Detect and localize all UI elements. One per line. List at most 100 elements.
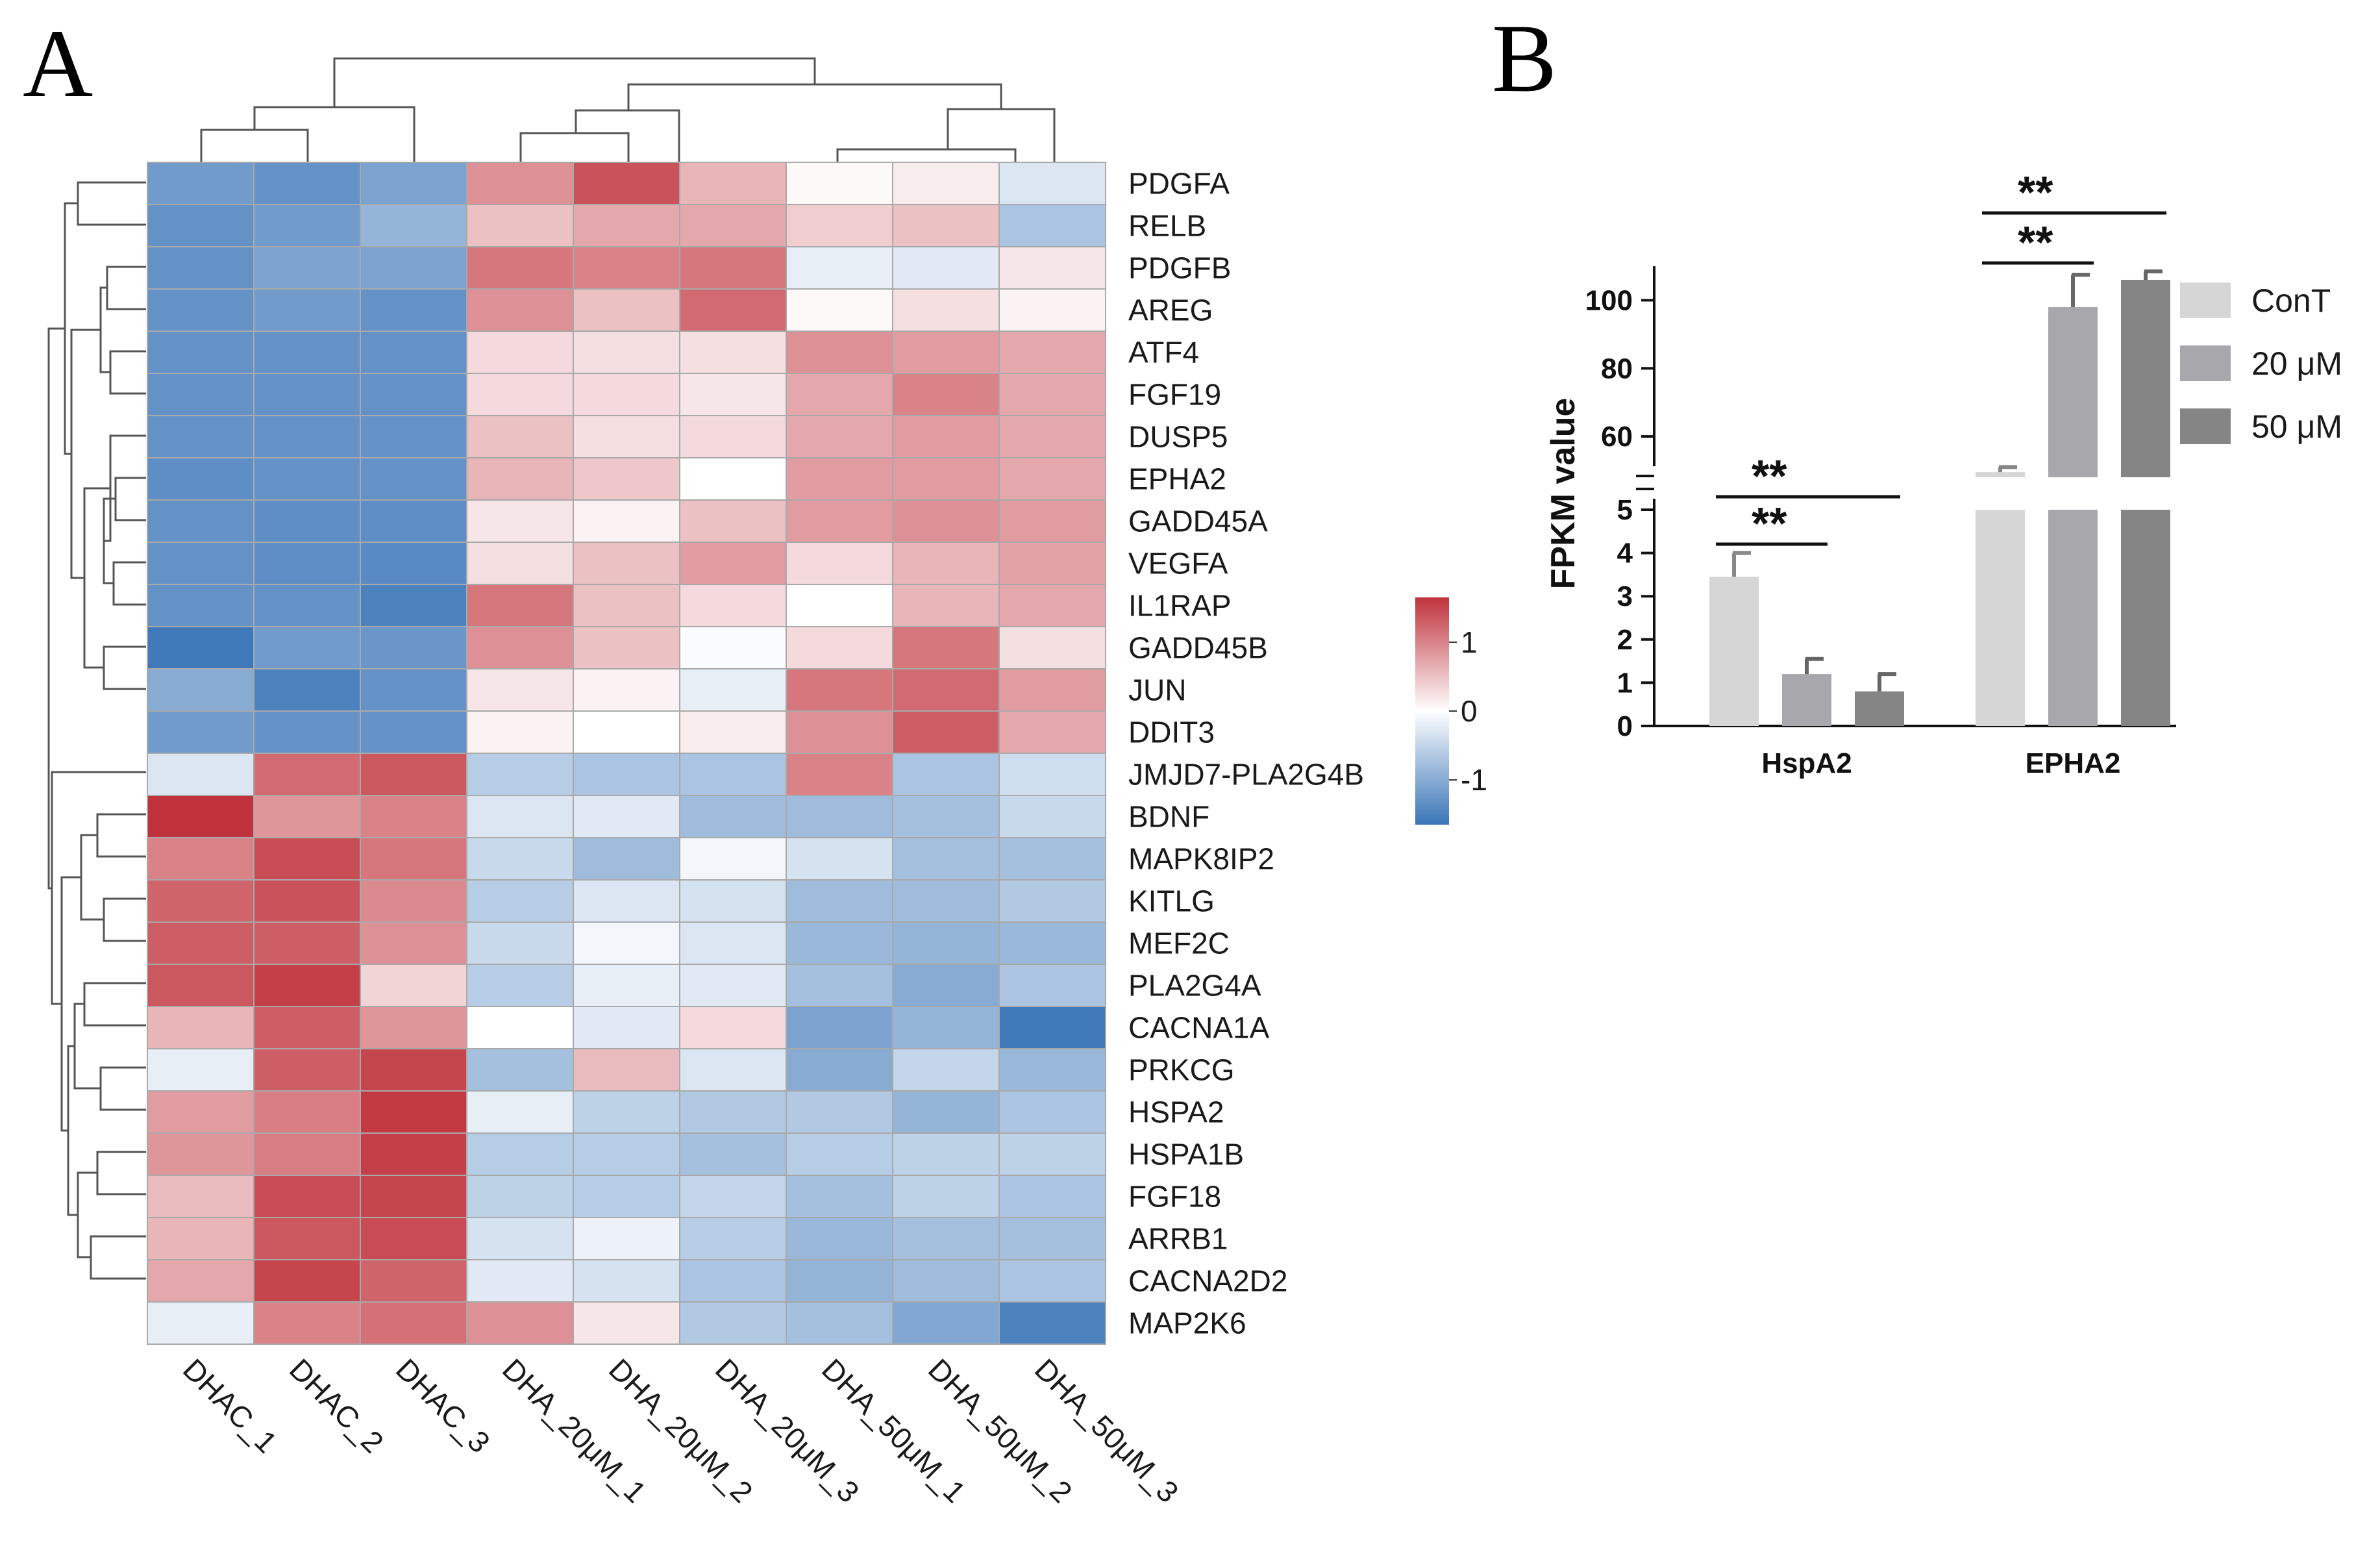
heatmap-cell bbox=[466, 1259, 574, 1303]
heatmap-cell bbox=[360, 1259, 467, 1303]
heatmap-cell bbox=[573, 1301, 680, 1345]
y-tick-label: 60 bbox=[1601, 421, 1633, 453]
heatmap-cell bbox=[466, 1217, 574, 1260]
legend-swatch bbox=[2180, 345, 2231, 381]
heatmap-cell bbox=[253, 837, 361, 881]
heatmap-cell bbox=[892, 415, 1000, 458]
heatmap-cell bbox=[573, 626, 680, 669]
heatmap-cell bbox=[786, 415, 893, 458]
heatmap-cell bbox=[360, 162, 467, 205]
heatmap-cell bbox=[998, 246, 1106, 290]
heatmap-cell bbox=[892, 710, 1000, 754]
heatmap-cell bbox=[786, 331, 893, 374]
heatmap-cell bbox=[253, 710, 361, 754]
col-dendro-branch bbox=[836, 148, 1017, 164]
heatmap-cell bbox=[253, 373, 361, 416]
gene-label: DDIT3 bbox=[1128, 716, 1215, 749]
heatmap-cell bbox=[360, 1006, 467, 1049]
heatmap-cell bbox=[892, 542, 1000, 585]
heatmap-cell bbox=[147, 837, 254, 881]
heatmap-cell bbox=[466, 373, 574, 416]
row-dendro-branch bbox=[114, 477, 146, 521]
heatmap-cell bbox=[573, 1048, 680, 1092]
heatmap-cell bbox=[998, 331, 1106, 374]
heatmap-cell bbox=[892, 1259, 1000, 1303]
row-dendrogram bbox=[47, 181, 146, 1280]
heatmap-cell bbox=[573, 584, 680, 627]
heatmap-cell bbox=[786, 1217, 893, 1260]
heatmap-cell bbox=[892, 753, 1000, 796]
heatmap-cell bbox=[360, 1301, 467, 1345]
row-dendro-branch bbox=[90, 1235, 146, 1280]
heatmap-cell bbox=[573, 795, 680, 838]
heatmap-cell bbox=[679, 1175, 787, 1218]
category-label: HspA2 bbox=[1761, 747, 1852, 779]
heatmap-cell bbox=[360, 288, 467, 332]
heatmap-cell bbox=[253, 1259, 361, 1303]
heatmap-cell bbox=[679, 499, 787, 543]
heatmap-cell bbox=[253, 879, 361, 923]
gene-labels: PDGFA RELB PDGFB AREG ATF4 FGF19 DUSP5 EPHA2 GAD… bbox=[1128, 167, 1364, 1340]
sample-labels: DHAC_1DHAC_2DHAC_3DHA_20μM_1DHA_20μM_2DH… bbox=[177, 1352, 1185, 1509]
heatmap-cell bbox=[573, 921, 680, 965]
heatmap-cell bbox=[573, 1090, 680, 1134]
legend-label: ConT bbox=[2251, 282, 2331, 319]
heatmap-cell bbox=[786, 204, 893, 247]
heatmap-cell bbox=[147, 373, 254, 416]
row-dendro-branch bbox=[103, 645, 146, 690]
heatmap-cell bbox=[786, 1048, 893, 1092]
heatmap-cell bbox=[786, 373, 893, 416]
gene-label: AREG bbox=[1128, 294, 1213, 327]
heatmap-cell bbox=[253, 457, 361, 501]
heatmap-cell bbox=[466, 1301, 574, 1345]
heatmap-cell bbox=[892, 288, 1000, 332]
gene-label: MAPK8IP2 bbox=[1128, 842, 1274, 876]
row-dendro-branch bbox=[112, 561, 146, 606]
heatmap-cell bbox=[360, 964, 467, 1007]
heatmap-cell bbox=[147, 542, 254, 585]
y-tick-label: 4 bbox=[1617, 538, 1633, 569]
heatmap-cell bbox=[253, 331, 361, 374]
heatmap-cell bbox=[998, 1132, 1106, 1176]
heatmap-cell bbox=[892, 1217, 1000, 1260]
panel-label-b: B bbox=[1492, 5, 1557, 112]
heatmap-cell bbox=[998, 1301, 1106, 1345]
bar bbox=[2048, 510, 2098, 726]
heatmap-cell bbox=[573, 1217, 680, 1260]
heatmap-cell bbox=[679, 1132, 787, 1176]
heatmap-cell bbox=[786, 1132, 893, 1176]
y-tick-label: 2 bbox=[1617, 624, 1633, 656]
heatmap-cell bbox=[998, 457, 1106, 501]
heatmap-cell bbox=[466, 1175, 574, 1218]
error-bar bbox=[1998, 465, 2017, 473]
colorbar-tick-label: 1 bbox=[1461, 625, 1478, 659]
heatmap-cell bbox=[892, 795, 1000, 838]
legend-swatch bbox=[2180, 408, 2231, 444]
col-dendro-branch bbox=[200, 129, 309, 164]
gene-label: RELB bbox=[1128, 209, 1206, 243]
heatmap-cell bbox=[253, 1090, 361, 1134]
heatmap-cell bbox=[466, 246, 574, 290]
heatmap-cell bbox=[786, 795, 893, 838]
heatmap-cell bbox=[679, 288, 787, 332]
heatmap-panel: PDGFA RELB PDGFB AREG ATF4 FGF19 DUSP5 EPHA2 GAD… bbox=[47, 57, 1364, 1509]
row-dendro-branch bbox=[99, 286, 110, 373]
heatmap-cell bbox=[892, 584, 1000, 627]
heatmap-cell bbox=[573, 837, 680, 881]
heatmap-cell bbox=[360, 204, 467, 247]
heatmap-cell bbox=[998, 1217, 1106, 1260]
row-dendro-branch bbox=[67, 1045, 78, 1216]
row-dendro-branch bbox=[70, 329, 101, 579]
heatmap-cell bbox=[573, 457, 680, 501]
heatmap-cell bbox=[786, 457, 893, 501]
heatmap-cell bbox=[679, 1006, 787, 1049]
heatmap-cell bbox=[147, 795, 254, 838]
heatmap-cell bbox=[998, 879, 1106, 923]
heatmap-cell bbox=[147, 1175, 254, 1218]
heatmap-cell bbox=[360, 837, 467, 881]
heatmap-cell bbox=[573, 753, 680, 796]
heatmap-cell bbox=[998, 373, 1106, 416]
heatmap-cell bbox=[466, 668, 574, 712]
heatmap-cell bbox=[573, 499, 680, 543]
significance-label: ** bbox=[1752, 451, 1787, 501]
